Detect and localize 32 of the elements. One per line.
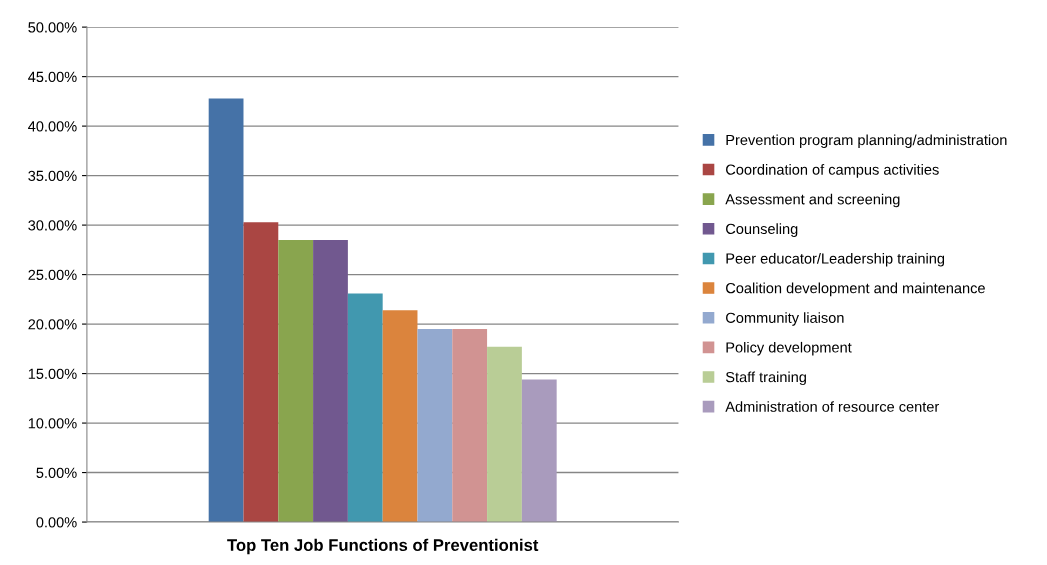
legend-label: Prevention program planning/administration [726, 134, 1007, 149]
y-tick-label: 5.00% [36, 467, 77, 478]
bar [521, 379, 557, 523]
y-tick-label: 50.00% [28, 22, 77, 33]
bar [417, 329, 453, 523]
bar [243, 222, 279, 523]
bar [208, 98, 244, 523]
bar [313, 239, 348, 523]
bar [452, 329, 488, 523]
y-tick-label: 10.00% [28, 418, 77, 429]
legend-label: Community liaison [726, 312, 844, 326]
y-tick-label: 40.00% [28, 121, 77, 132]
legend-label: Peer educator/Leadership training [726, 252, 945, 267]
y-tick-label: 20.00% [28, 319, 77, 330]
y-tick-label: 35.00% [28, 170, 77, 182]
legend-label: Counseling [726, 223, 798, 237]
bar [487, 346, 522, 523]
y-tick-label: 0.00% [36, 517, 77, 528]
y-tick-label: 25.00% [28, 269, 77, 281]
y-tick-label: 15.00% [28, 368, 77, 380]
y-tick-label: 30.00% [28, 220, 77, 231]
y-tick-label: 45.00% [28, 71, 77, 83]
bar [382, 310, 418, 523]
x-tick-label: Top Ten Job Functions of Preventionist [227, 538, 539, 555]
legend-label: Staff training [725, 371, 806, 386]
legend-label: Administration of resource center [725, 401, 940, 412]
bar [278, 239, 314, 523]
legend-label: Coalition development and maintenance [726, 282, 985, 297]
bar [347, 293, 383, 523]
legend-label: Policy development [726, 341, 852, 356]
legend-label: Coordination of campus activities [726, 164, 939, 178]
legend-label: Assessment and screening [725, 193, 900, 208]
